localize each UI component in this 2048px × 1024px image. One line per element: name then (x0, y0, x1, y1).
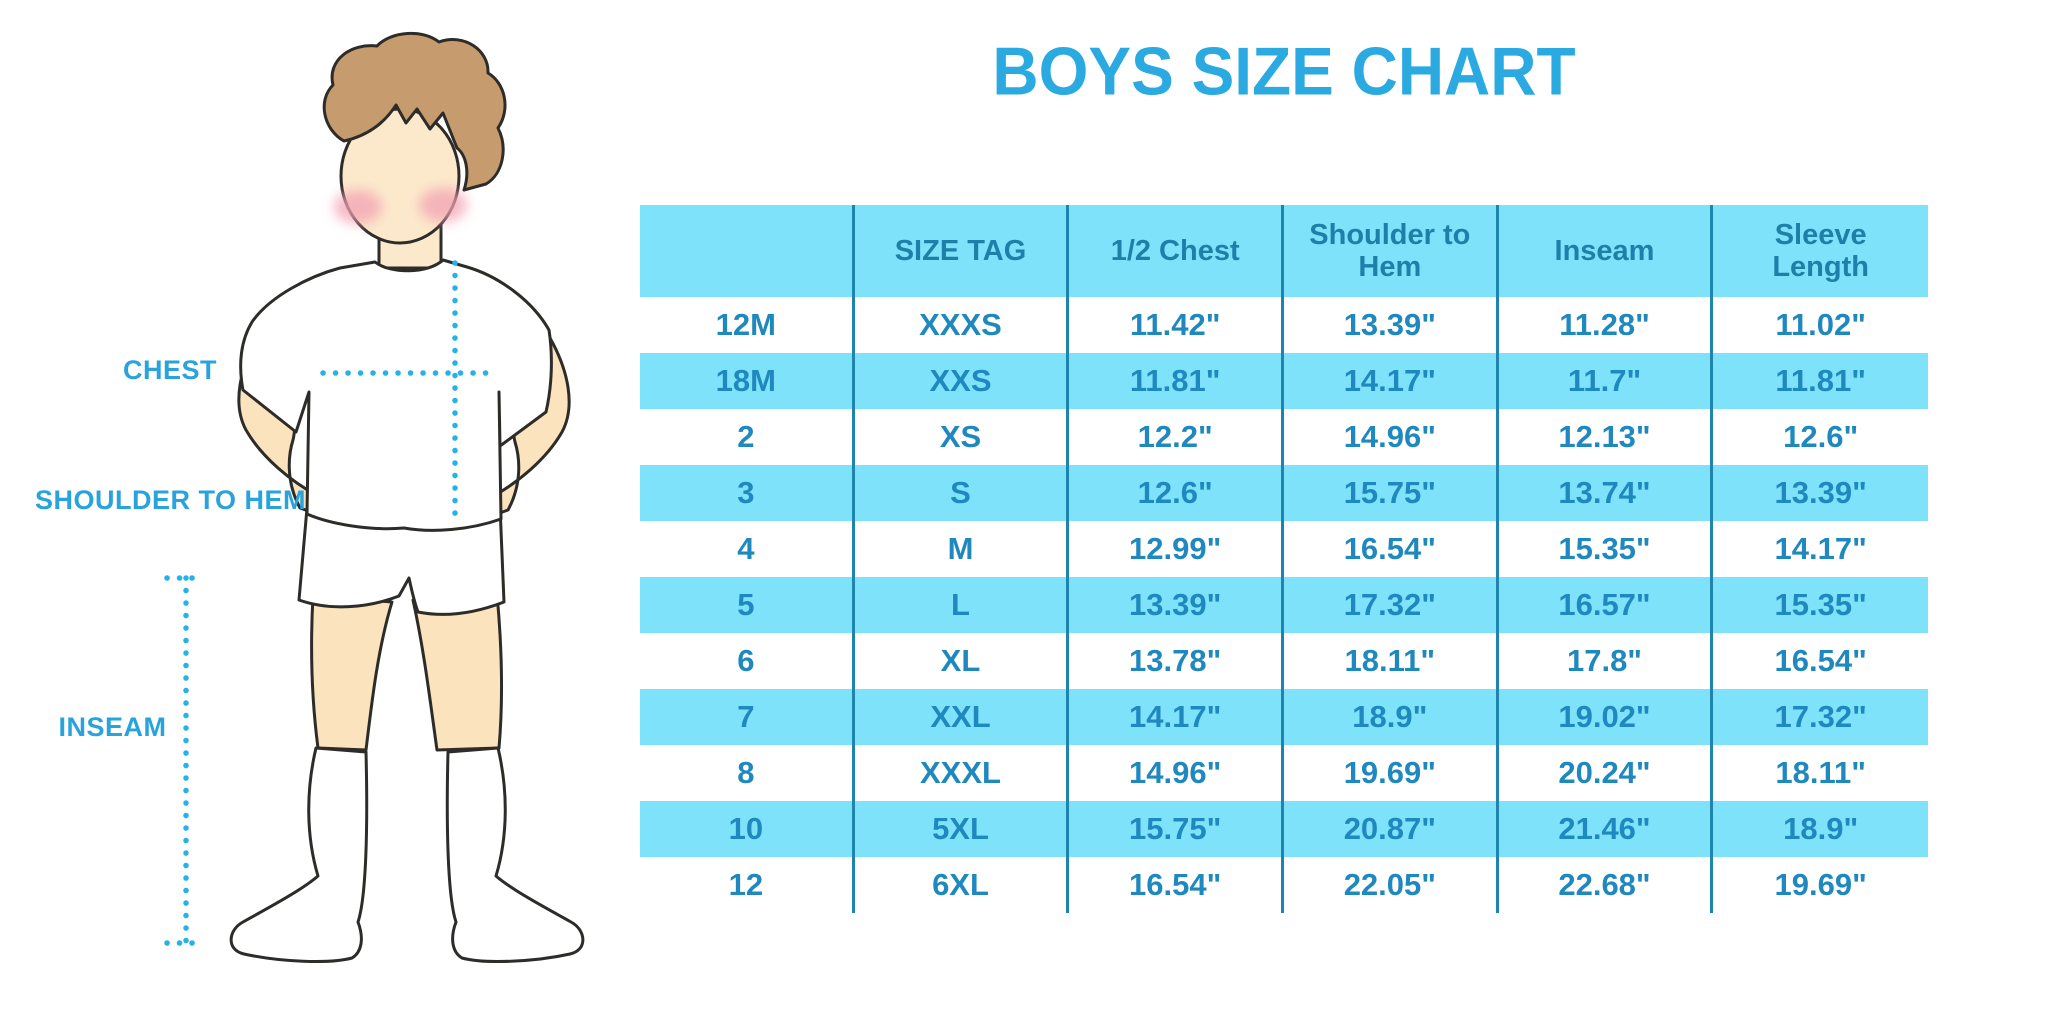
table-cell: XXS (854, 353, 1070, 409)
shoulder-to-hem-label: SHOULDER TO HEM (34, 485, 306, 515)
table-cell: 15.75" (1284, 465, 1499, 521)
page-title: BOYS SIZE CHART (992, 32, 1576, 110)
table-cell: 19.69" (1774, 867, 1867, 902)
table-cell: 11.42" (1069, 297, 1284, 353)
table-cell: 13.39" (1069, 577, 1284, 633)
table-cell: 13.39" (1284, 297, 1499, 353)
table-cell: XXXS (855, 297, 1070, 353)
table-cell: 17.8" (1499, 633, 1714, 689)
table-cell: 16.54" (1069, 857, 1284, 913)
table-cell: 10 (640, 801, 855, 857)
table-cell: XL (855, 633, 1070, 689)
table-cell: 15.35" (1713, 577, 1928, 633)
table-cell: 20.24" (1499, 745, 1714, 801)
boy-hair (322, 31, 507, 192)
table-cell: 22.68" (1499, 857, 1714, 913)
table-cell: 6 (640, 633, 855, 689)
table-cell: 14.17" (1284, 353, 1499, 409)
table-cell: 13.78" (1069, 633, 1284, 689)
table-cell: 18.11" (1775, 755, 1866, 790)
size-table-header-row: SIZE TAG 1/2 Chest Shoulder to Hem Insea… (640, 205, 1928, 297)
inseam-label: INSEAM (58, 712, 167, 742)
table-cell: 16.57" (1498, 577, 1714, 633)
table-cell: 2 (640, 409, 855, 465)
table-cell: 18M (640, 353, 855, 409)
boy-right-sock (445, 746, 585, 963)
header-cell-blank (640, 205, 855, 297)
table-cell: 11.81" (1069, 353, 1284, 409)
table-cell: 12 (640, 857, 855, 913)
table-cell: 14.17" (1069, 689, 1284, 745)
boy-right-cheek (419, 188, 467, 222)
table-cell: 17.32" (1284, 577, 1499, 633)
header-cell-shoulder-hem: Shoulder to Hem (1284, 205, 1499, 297)
size-table-body: 12M XXXS 11.42" 13.39" 11.28" 11.02" 18M XXS 11.… (640, 297, 1928, 913)
table-cell: 12.6" (1783, 419, 1859, 454)
table-cell: 6XL (855, 857, 1070, 913)
table-cell: XXL (854, 689, 1070, 745)
table-cell: 8 (640, 745, 855, 801)
table-cell: 11.81" (1713, 353, 1928, 409)
boy-right-thigh (411, 592, 503, 752)
table-cell: 21.46" (1498, 801, 1714, 857)
table-cell: 18.9" (1284, 689, 1499, 745)
boy-left-sock (229, 746, 369, 963)
table-cell: 11.7" (1498, 353, 1714, 409)
boy-left-thigh (310, 594, 394, 752)
table-cell: 3 (640, 465, 855, 521)
table-cell: XXXL (855, 745, 1070, 801)
table-cell: XS (855, 409, 1070, 465)
table-cell: 13.39" (1713, 465, 1928, 521)
table-cell: 14.96" (1069, 745, 1284, 801)
boy-measurement-illustration (164, 31, 585, 963)
table-cell: 14.17" (1774, 531, 1867, 566)
table-cell: 18.9" (1713, 801, 1928, 857)
table-cell: 15.35" (1499, 521, 1714, 577)
header-cell-inseam: Inseam (1498, 205, 1714, 297)
table-cell: 19.02" (1498, 689, 1714, 745)
table-cell: L (854, 577, 1070, 633)
table-cell: 12M (640, 297, 855, 353)
table-cell: 11.02" (1775, 307, 1866, 342)
table-cell: 12.2" (1069, 409, 1284, 465)
table-cell: M (855, 521, 1070, 577)
table-cell: 19.69" (1284, 745, 1499, 801)
table-cell: 12.13" (1499, 409, 1714, 465)
table-cell: S (854, 465, 1070, 521)
table-cell: 20.87" (1284, 801, 1499, 857)
table-cell: 11.28" (1499, 297, 1714, 353)
table-cell: 5 (640, 577, 855, 633)
table-cell: 16.54" (1774, 643, 1867, 678)
table-cell: 13.74" (1498, 465, 1714, 521)
size-table: SIZE TAG 1/2 Chest Shoulder to Hem Insea… (640, 205, 1928, 913)
boy-left-cheek (334, 190, 382, 224)
table-cell: 7 (640, 689, 855, 745)
table-cell: 18.11" (1284, 633, 1499, 689)
boy-shirt (239, 258, 553, 532)
table-cell: 4 (640, 521, 855, 577)
header-cell-sleeve-length: Sleeve Length (1713, 205, 1928, 297)
chest-label: CHEST (122, 355, 217, 385)
table-cell: 12.6" (1069, 465, 1284, 521)
table-cell: 5XL (854, 801, 1070, 857)
table-cell: 15.75" (1069, 801, 1284, 857)
table-cell: 22.05" (1284, 857, 1499, 913)
table-cell: 16.54" (1284, 521, 1499, 577)
table-cell: 12.99" (1069, 521, 1284, 577)
header-cell-size-tag: SIZE TAG (854, 205, 1070, 297)
boy-shorts (297, 504, 506, 616)
header-cell-half-chest: 1/2 Chest (1069, 205, 1284, 297)
table-cell: 17.32" (1713, 689, 1928, 745)
table-cell: 14.96" (1284, 409, 1499, 465)
